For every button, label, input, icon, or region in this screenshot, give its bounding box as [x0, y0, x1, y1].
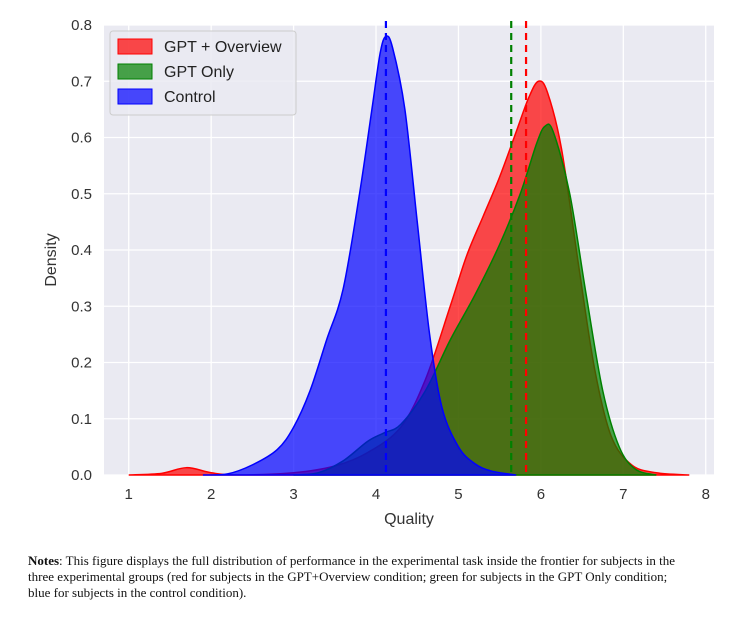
x-tick-label: 8	[702, 486, 710, 503]
y-tick-label: 0.6	[71, 130, 92, 147]
x-tick-label: 2	[207, 486, 215, 503]
x-axis-label: Quality	[384, 511, 434, 528]
legend-label-gpt-only: GPT Only	[164, 64, 234, 81]
x-tick-labels: 1 2 3 4 5 6 7 8	[125, 486, 710, 503]
y-tick-labels: 0.0 0.1 0.2 0.3 0.4 0.5 0.6 0.7 0.8	[71, 17, 92, 484]
y-axis-label: Density	[43, 233, 60, 286]
x-tick-label: 1	[125, 486, 133, 503]
mean-lines	[384, 21, 528, 475]
y-tick-label: 0.8	[71, 17, 92, 34]
notes-label: Notes	[28, 553, 60, 568]
legend-box	[109, 30, 297, 116]
x-tick-label: 7	[619, 486, 627, 503]
y-tick-label: 0.4	[71, 242, 92, 259]
x-tick-label: 4	[372, 486, 380, 503]
x-tick-label: 6	[537, 486, 545, 503]
legend-label-control: Control	[164, 89, 216, 106]
x-tick-label: 5	[454, 486, 462, 503]
density-area-control	[202, 35, 517, 476]
legend-swatch-control	[117, 88, 153, 105]
y-tick-label: 0.1	[71, 411, 92, 428]
legend: GPT + Overview GPT Only Control	[109, 30, 297, 116]
y-tick-label: 0.7	[71, 73, 92, 90]
x-tick-label: 3	[289, 486, 297, 503]
notes-text: : This figure displays the full distribu…	[28, 553, 676, 600]
figure-notes: Notes: This figure displays the full dis…	[28, 553, 688, 601]
y-tick-label: 0.2	[71, 355, 92, 372]
y-tick-label: 0.3	[71, 298, 92, 315]
legend-swatch-gpt-only	[117, 63, 153, 80]
y-tick-label: 0.5	[71, 186, 92, 203]
density-areas	[128, 35, 690, 476]
legend-swatch-gpt-overview	[117, 38, 153, 55]
density-chart: 0.0 0.1 0.2 0.3 0.4 0.5 0.6 0.7 0.8 1 2 3 4 5 6 7 8 Qua…	[43, 17, 714, 528]
legend-label-gpt-overview: GPT + Overview	[164, 39, 282, 56]
y-tick-label: 0.0	[71, 467, 92, 484]
